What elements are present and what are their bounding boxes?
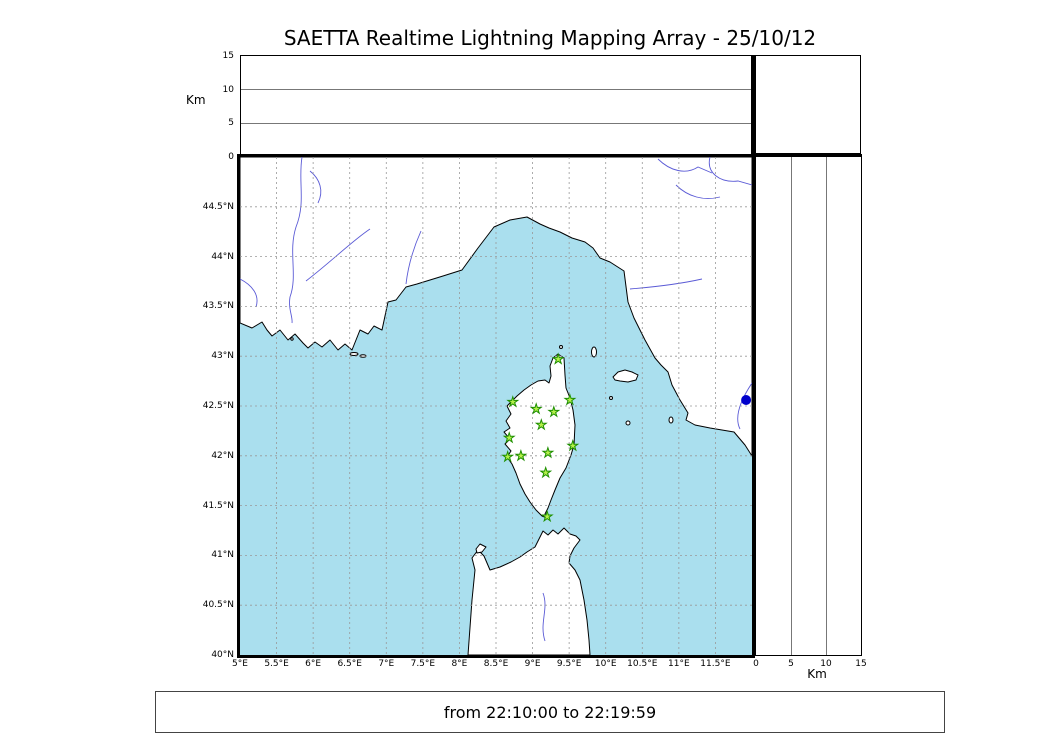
alt-top-tick-label: 5 (228, 118, 234, 129)
altitude-vs-longitude-panel (240, 55, 752, 157)
island-pianosa (609, 396, 613, 400)
river-var (405, 230, 422, 285)
station-marker (506, 395, 520, 408)
station-marker (501, 449, 515, 463)
time-range-box: from 22:10:00 to 22:19:59 (155, 691, 945, 733)
lightning-source-dot (741, 395, 752, 405)
island-montecristo (625, 420, 631, 426)
island-giraglia (559, 345, 563, 349)
time-range-text: from 22:10:00 to 22:19:59 (443, 702, 657, 722)
lat-tick-label: 41°N (211, 550, 234, 561)
map-panel (237, 154, 755, 658)
island-porquerolles (349, 352, 359, 356)
alt-top-tick-label: 0 (228, 152, 234, 162)
lon-tick-label: 10°E (594, 659, 617, 669)
altitude-gridline-10km (826, 157, 827, 655)
river-west (239, 278, 258, 308)
lon-tick-label: 7.5°E (410, 659, 436, 669)
lon-tick-label: 6.5°E (337, 659, 362, 669)
station-marker (534, 418, 548, 431)
station-marker (566, 438, 580, 452)
station-marker (539, 465, 553, 479)
station-marker (547, 405, 561, 418)
lon-tick-label: 7°E (378, 659, 395, 669)
landmasses (239, 156, 753, 656)
river-sardinia (542, 592, 546, 642)
coastline-sardinia (467, 527, 591, 656)
station-marker (541, 445, 555, 459)
altitude-vs-latitude-panel (755, 154, 862, 656)
lon-tick-label: 8.5°E (483, 659, 509, 669)
river-rhone (289, 156, 303, 324)
altitude-gridline-5km (791, 157, 792, 655)
lat-tick-label: 41.5°N (202, 500, 234, 511)
alt-right-tick-label: 5 (788, 659, 794, 669)
lon-tick-label: 10.5°E (627, 659, 658, 669)
corner-panel (755, 55, 861, 154)
station-marker (529, 402, 543, 415)
island-asinara (475, 543, 487, 554)
lat-tick-label: 44°N (211, 251, 234, 262)
alt-right-tick-label: 10 (820, 659, 832, 669)
rivers (239, 156, 753, 642)
lat-tick-label: 44.5°N (202, 201, 234, 212)
lat-tick-label: 43°N (211, 351, 234, 362)
altitude-axis-label-right: Km (807, 667, 827, 681)
altitude-axis-label-top: Km (186, 93, 206, 107)
figure-title: SAETTA Realtime Lightning Mapping Array … (283, 26, 817, 50)
river-arno (629, 278, 703, 290)
lat-tick-label: 40.5°N (202, 600, 234, 611)
station-marker (563, 393, 577, 406)
island-giglio (668, 416, 674, 424)
station-marker (514, 448, 528, 462)
lon-tick-label: 6°E (305, 659, 322, 669)
river-po-2 (708, 156, 753, 186)
graticule (240, 157, 752, 655)
alt-right-tick-label: 15 (855, 659, 867, 669)
altitude-gridline-5km (241, 123, 751, 124)
lat-tick-label: 43.5°N (202, 301, 234, 312)
alt-right-tick-label: 0 (753, 659, 759, 669)
river-po-1 (657, 158, 713, 174)
sources-group (741, 395, 752, 405)
river-durance (305, 228, 371, 282)
river-tiber (737, 382, 753, 430)
river-alpine (309, 170, 322, 204)
lat-tick-label: 40°N (211, 650, 234, 660)
coastline-mainland (239, 156, 753, 457)
lon-tick-label: 9°E (524, 659, 541, 669)
island-elba (612, 369, 639, 383)
station-marker (540, 509, 554, 523)
island-frioul (290, 337, 294, 341)
panel-divider (752, 55, 755, 154)
island-capraia (591, 346, 597, 358)
station-marker (551, 352, 565, 365)
lon-tick-label: 5.5°E (264, 659, 289, 669)
stations-group (501, 352, 580, 523)
alt-top-tick-label: 15 (222, 51, 234, 61)
station-marker (502, 431, 516, 444)
alt-top-tick-label: 10 (222, 84, 234, 95)
lon-tick-label: 8°E (451, 659, 468, 669)
lon-tick-label: 9.5°E (556, 659, 582, 669)
map-canvas (239, 156, 753, 656)
lon-tick-label: 11.5°E (700, 659, 731, 669)
altitude-gridline-10km (241, 89, 751, 90)
lon-tick-label: 5°E (232, 659, 248, 669)
lat-tick-label: 42.5°N (202, 401, 234, 411)
lon-tick-label: 11°E (668, 659, 690, 669)
lat-tick-label: 42°N (211, 450, 234, 461)
